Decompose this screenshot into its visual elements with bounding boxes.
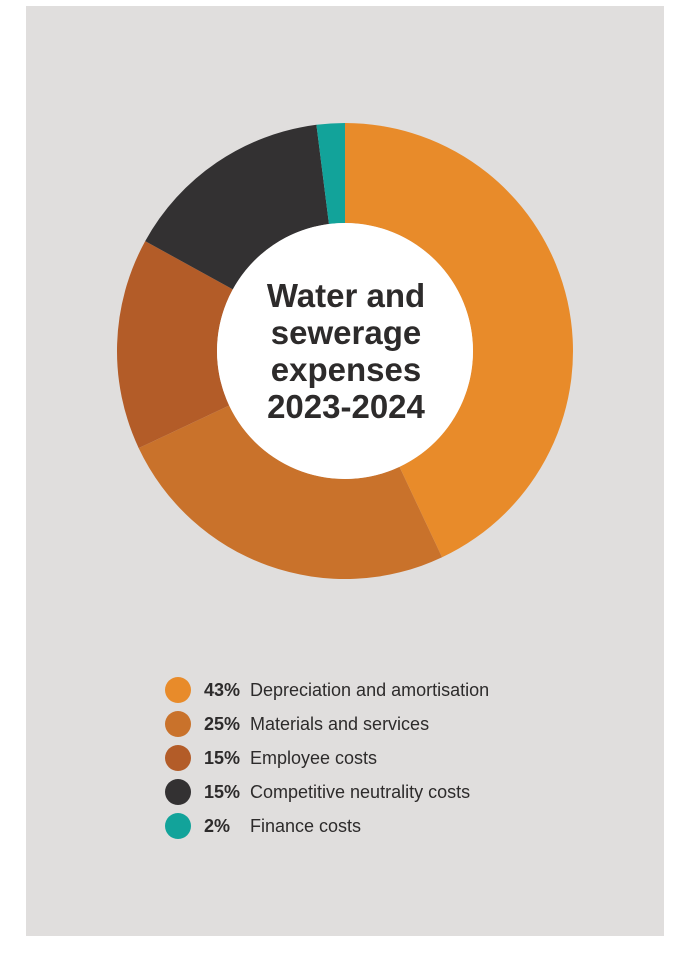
legend-swatch [165, 813, 191, 839]
donut-slice-depreciation-and-amortisation [345, 123, 573, 558]
legend-label: Finance costs [250, 815, 362, 836]
donut-chart [116, 123, 573, 580]
legend-label: Employee costs [250, 747, 378, 768]
legend-percent: 25% [204, 713, 241, 734]
donut-slice-employee-costs [116, 241, 233, 449]
title-line-4: 2023-2024 [267, 388, 425, 425]
title-line-2: sewerage [270, 314, 422, 351]
legend-item-finance: 2% Finance costs [165, 809, 489, 843]
title-line-1: Water and [266, 277, 426, 314]
legend-percent: 2% [204, 815, 231, 836]
donut-slice-materials-and-services [138, 405, 443, 580]
legend-label: Depreciation and amortisation [250, 679, 490, 700]
legend-swatch [165, 711, 191, 737]
donut-slice-finance-costs [316, 123, 345, 225]
legend-percent: 15% [204, 747, 241, 768]
legend-swatch [165, 745, 191, 771]
legend-percent: 43% [204, 679, 241, 700]
title-line-3: expenses [270, 351, 422, 388]
legend-item-depreciation: 43% Depreciation and amortisation [165, 673, 489, 707]
donut-hole [217, 223, 473, 479]
legend-swatch [165, 677, 191, 703]
legend-label: Materials and services [250, 713, 430, 734]
donut-slice-competitive-neutrality-costs [145, 124, 329, 290]
legend-item-competitive-neutrality: 15% Competitive neutrality costs [165, 775, 489, 809]
legend-label: Competitive neutrality costs [250, 781, 471, 802]
legend-item-employee: 15% Employee costs [165, 741, 489, 775]
chart-title: Water and sewerage expenses 2023-2024 [222, 266, 470, 436]
legend: 43% Depreciation and amortisation 25% Ma… [165, 673, 489, 843]
legend-percent: 15% [204, 781, 241, 802]
legend-item-materials: 25% Materials and services [165, 707, 489, 741]
legend-swatch [165, 779, 191, 805]
